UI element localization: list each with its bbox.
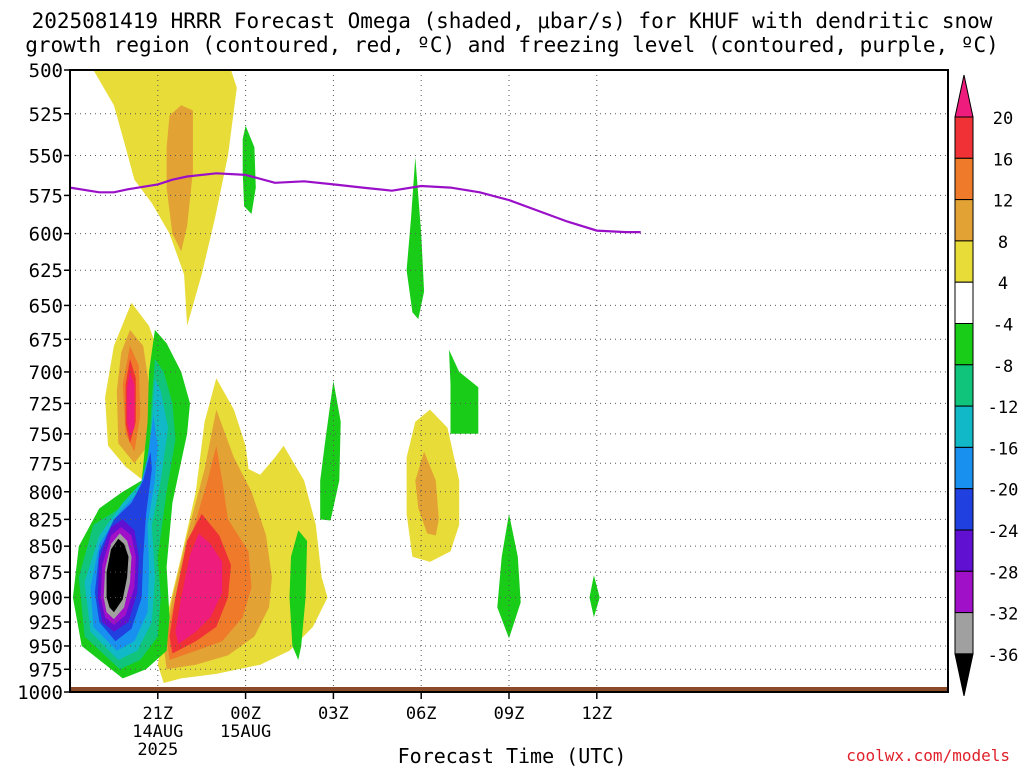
omega-region-26: [406, 157, 425, 320]
colorbar: 20 16 12 8 4 -4 -8 -12 -16 -20 -24 -28 -32 -36: [954, 74, 1019, 697]
colorbar-swatch: [954, 570, 974, 614]
colorbar-swatch: [954, 116, 974, 159]
x-tick-label: 06Z: [406, 704, 437, 724]
y-tick-label: 675: [29, 329, 63, 351]
x-axis-label: Forecast Time (UTC): [397, 744, 627, 768]
colorbar-swatch: [954, 612, 974, 655]
omega-region-11: [175, 533, 223, 645]
omega-region-6: [127, 371, 135, 437]
colorbar-label: 16: [993, 150, 1013, 170]
x-tick-date: 15AUG: [220, 722, 271, 742]
omega-region-22: [320, 380, 341, 521]
y-tick-label: 525: [29, 104, 63, 126]
y-tick-label: 950: [29, 636, 63, 658]
y-tick-label: 550: [29, 146, 63, 168]
y-tick-label: 575: [29, 185, 63, 207]
colorbar-label: -20: [988, 481, 1019, 501]
y-tick-label: 900: [29, 587, 63, 609]
colorbar-swatch: [954, 281, 974, 325]
y-tick-label: 725: [29, 393, 63, 415]
grid-lines: [70, 70, 948, 692]
colorbar-label: -32: [988, 605, 1019, 625]
y-tick-label: 1000: [17, 682, 63, 704]
omega-region-27: [449, 349, 479, 434]
y-tick-label: 600: [29, 224, 63, 246]
colorbar-label: -8: [993, 357, 1013, 377]
colorbar-label: -12: [988, 398, 1019, 418]
omega-region-29: [589, 575, 600, 618]
chart-title-line-1: 2025081419 HRRR Forecast Omega (shaded, …: [31, 9, 993, 33]
colorbar-swatch: [954, 364, 974, 407]
ground-strip: [70, 687, 948, 693]
colorbar-label: 8: [998, 233, 1008, 253]
colorbar-label: -28: [988, 563, 1019, 583]
y-tick-label: 850: [29, 536, 63, 558]
x-tick-year: 2025: [137, 740, 178, 760]
colorbar-swatch: [954, 323, 974, 366]
x-tick-date: 14AUG: [132, 722, 183, 742]
colorbar-swatch: [954, 157, 974, 201]
colorbar-label: -4: [993, 316, 1013, 336]
freezing-level-line: [70, 172, 641, 234]
chart-title-line-2: growth region (contoured, red, ºC) and f…: [25, 33, 999, 57]
omega-region-23: [289, 530, 308, 660]
omega-region-21: [242, 125, 256, 214]
colorbar-swatch: [954, 240, 974, 283]
colorbar-swatch: [954, 529, 974, 572]
y-tick-label: 650: [29, 295, 63, 317]
freezing-level-curve: [70, 172, 641, 234]
colorbar-label: -36: [988, 646, 1019, 666]
y-tick-label: 800: [29, 482, 63, 504]
y-tick-label: 625: [29, 260, 63, 282]
y-tick-label: 500: [29, 60, 63, 82]
colorbar-label: 4: [998, 274, 1008, 294]
pressure-axis: 500 525 550 575 600 625 650 675 700 725 750 775 800 8…: [17, 60, 70, 704]
x-tick-label: 09Z: [494, 704, 525, 724]
y-tick-label: 975: [29, 659, 63, 681]
colorbar-swatch: [954, 488, 974, 531]
omega-region-0: [93, 70, 237, 326]
y-tick-label: 750: [29, 424, 63, 446]
x-tick-label: 21Z: [142, 704, 173, 724]
x-tick-label: 00Z: [230, 704, 261, 724]
colorbar-label: -24: [988, 522, 1019, 542]
credit-text: coolwx.com/models: [846, 746, 1010, 765]
colorbar-swatch: [954, 446, 974, 490]
omega-region-28: [497, 513, 521, 639]
y-tick-label: 925: [29, 612, 63, 634]
colorbar-label: -16: [988, 439, 1019, 459]
colorbar-label: 20: [993, 109, 1013, 129]
omega-shading: [72, 70, 600, 683]
colorbar-swatch: [954, 199, 974, 242]
colorbar-bottom-arrow: [954, 653, 974, 697]
y-tick-label: 875: [29, 562, 63, 584]
y-tick-label: 700: [29, 362, 63, 384]
colorbar-top-arrow: [954, 74, 974, 118]
y-tick-label: 825: [29, 509, 63, 531]
omega-region-25: [415, 451, 439, 536]
y-tick-label: 775: [29, 453, 63, 475]
omega-region-20: [106, 538, 129, 613]
x-tick-label: 12Z: [581, 704, 612, 724]
x-tick-label: 03Z: [318, 704, 349, 724]
colorbar-swatch: [954, 405, 974, 448]
colorbar-label: 12: [993, 192, 1013, 212]
